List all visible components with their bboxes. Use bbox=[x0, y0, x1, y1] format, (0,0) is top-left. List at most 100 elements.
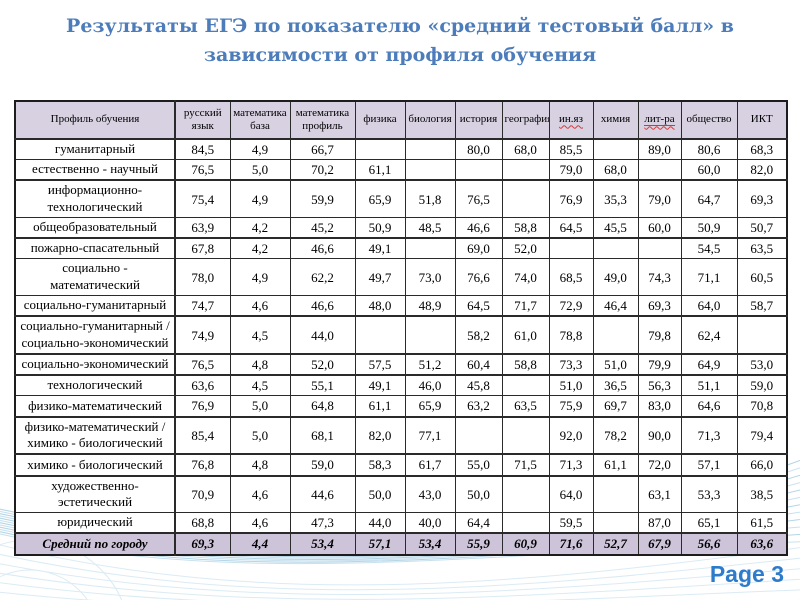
table-cell: 57,5 bbox=[354, 353, 406, 377]
table-cell bbox=[501, 374, 550, 397]
table-cell: 61,5 bbox=[736, 512, 788, 535]
column-header: русский язык bbox=[174, 100, 231, 140]
table-cell: 51,8 bbox=[404, 179, 456, 219]
table-cell: 48,0 bbox=[354, 295, 406, 318]
table-cell: 63,9 bbox=[174, 217, 231, 240]
table-cell: 50,0 bbox=[454, 475, 503, 514]
table-cell: 70,8 bbox=[736, 395, 788, 418]
table-cell: 4,8 bbox=[229, 453, 291, 477]
column-header: лит-ра bbox=[637, 100, 682, 140]
table-cell: 55,1 bbox=[289, 374, 356, 397]
table-cell: 64,9 bbox=[680, 353, 738, 377]
column-header: математика профиль bbox=[289, 100, 356, 140]
table-cell: 64,0 bbox=[548, 475, 594, 514]
column-header: ин.яз bbox=[548, 100, 594, 140]
table-body: гуманитарный 84,5 4,9 66,7 80,0 68,0 85,5 89,0 8… bbox=[14, 138, 788, 556]
table-cell: 5,0 bbox=[229, 416, 291, 456]
column-header-label: лит-ра bbox=[644, 113, 675, 127]
table-row: пожарно-спасательный 67,8 4,2 46,6 49,1 69,0 5… bbox=[14, 237, 788, 260]
table-cell: 44,6 bbox=[289, 475, 356, 514]
table-cell: 68,3 bbox=[736, 138, 788, 161]
table-cell: 48,5 bbox=[404, 217, 456, 240]
table-cell: 60,5 bbox=[736, 258, 788, 297]
table-cell: 74,3 bbox=[637, 258, 682, 297]
table-cell: 50,7 bbox=[736, 217, 788, 240]
table-cell bbox=[592, 237, 639, 260]
table-cell: 61,1 bbox=[592, 453, 639, 477]
table-cell: 52,7 bbox=[592, 532, 639, 556]
table-cell: 50,9 bbox=[354, 217, 406, 240]
table-cell: 59,5 bbox=[548, 512, 594, 535]
table-cell: 69,0 bbox=[454, 237, 503, 260]
column-header: история bbox=[454, 100, 503, 140]
table-cell bbox=[354, 138, 406, 161]
table-cell bbox=[501, 512, 550, 535]
table-cell: 4,6 bbox=[229, 475, 291, 514]
table-cell: 4,2 bbox=[229, 237, 291, 260]
profile-cell: социально-гуманитарный bbox=[14, 295, 176, 318]
table-cell: 68,1 bbox=[289, 416, 356, 456]
table-cell: 60,0 bbox=[637, 217, 682, 240]
table-cell: 68,8 bbox=[174, 512, 231, 535]
table-cell: 46,4 bbox=[592, 295, 639, 318]
table-cell: 45,2 bbox=[289, 217, 356, 240]
table-cell: 68,0 bbox=[592, 159, 639, 182]
table-cell: 4,9 bbox=[229, 258, 291, 297]
table-cell: 63,5 bbox=[501, 395, 550, 418]
table-row: социально-гуманитарный / социально-эконо… bbox=[14, 315, 788, 356]
table-cell: 65,9 bbox=[354, 179, 406, 219]
table-cell: 71,3 bbox=[680, 416, 738, 456]
table-cell: 58,7 bbox=[736, 295, 788, 318]
profile-cell: пожарно-спасательный bbox=[14, 237, 176, 260]
table-cell: 4,2 bbox=[229, 217, 291, 240]
table-cell: 58,2 bbox=[454, 315, 503, 356]
table-cell: 53,4 bbox=[289, 532, 356, 556]
table-cell bbox=[592, 475, 639, 514]
table-cell: 64,5 bbox=[548, 217, 594, 240]
profile-cell: социально-экономический bbox=[14, 353, 176, 377]
table-cell: 64,4 bbox=[454, 512, 503, 535]
profile-cell: физико-математический bbox=[14, 395, 176, 418]
table-cell: 63,1 bbox=[637, 475, 682, 514]
table-cell: 78,2 bbox=[592, 416, 639, 456]
table-row: социально - математический 78,0 4,9 62,2 49,… bbox=[14, 258, 788, 297]
profile-cell: социально-гуманитарный / социально-эконо… bbox=[14, 315, 176, 356]
table-cell bbox=[637, 237, 682, 260]
table-cell: 76,5 bbox=[174, 159, 231, 182]
table-cell: 71,6 bbox=[548, 532, 594, 556]
table-cell: 44,0 bbox=[354, 512, 406, 535]
table-cell bbox=[454, 159, 503, 182]
table-cell bbox=[404, 237, 456, 260]
column-header-label: ин.яз bbox=[559, 113, 583, 126]
table-cell: 77,1 bbox=[404, 416, 456, 456]
table-cell: 53,3 bbox=[680, 475, 738, 514]
table-row: юридический 68,8 4,6 47,3 44,0 40,0 64,4 59,5 87… bbox=[14, 512, 788, 535]
table-row: химико - биологический 76,8 4,8 59,0 58,3 61,… bbox=[14, 453, 788, 477]
table-cell: 87,0 bbox=[637, 512, 682, 535]
table-cell: 52,0 bbox=[501, 237, 550, 260]
table-cell bbox=[592, 138, 639, 161]
table-cell: 67,9 bbox=[637, 532, 682, 556]
profile-cell: социально - математический bbox=[14, 258, 176, 297]
table-cell: 49,0 bbox=[592, 258, 639, 297]
table-cell: 69,3 bbox=[637, 295, 682, 318]
table-cell: 62,2 bbox=[289, 258, 356, 297]
table-cell: 69,3 bbox=[174, 532, 231, 556]
table-cell: 58,3 bbox=[354, 453, 406, 477]
table-cell: 4,6 bbox=[229, 512, 291, 535]
profile-cell: химико - биологический bbox=[14, 453, 176, 477]
profile-cell: Средний по городу bbox=[14, 532, 176, 556]
table-cell: 68,5 bbox=[548, 258, 594, 297]
table-cell: 58,8 bbox=[501, 217, 550, 240]
table-cell: 76,9 bbox=[174, 395, 231, 418]
table-cell: 73,3 bbox=[548, 353, 594, 377]
table-row: Средний по городу 69,3 4,4 53,4 57,1 53,4 55,9… bbox=[14, 532, 788, 556]
table-row: общеобразовательный 63,9 4,2 45,2 50,9 48,5 46… bbox=[14, 217, 788, 240]
table-cell: 72,0 bbox=[637, 453, 682, 477]
table-cell bbox=[501, 416, 550, 456]
table-cell: 56,3 bbox=[637, 374, 682, 397]
table-row: технологический 63,6 4,5 55,1 49,1 46,0 45,8 51… bbox=[14, 374, 788, 397]
table-cell: 47,3 bbox=[289, 512, 356, 535]
table-cell: 89,0 bbox=[637, 138, 682, 161]
table-cell: 64,8 bbox=[289, 395, 356, 418]
